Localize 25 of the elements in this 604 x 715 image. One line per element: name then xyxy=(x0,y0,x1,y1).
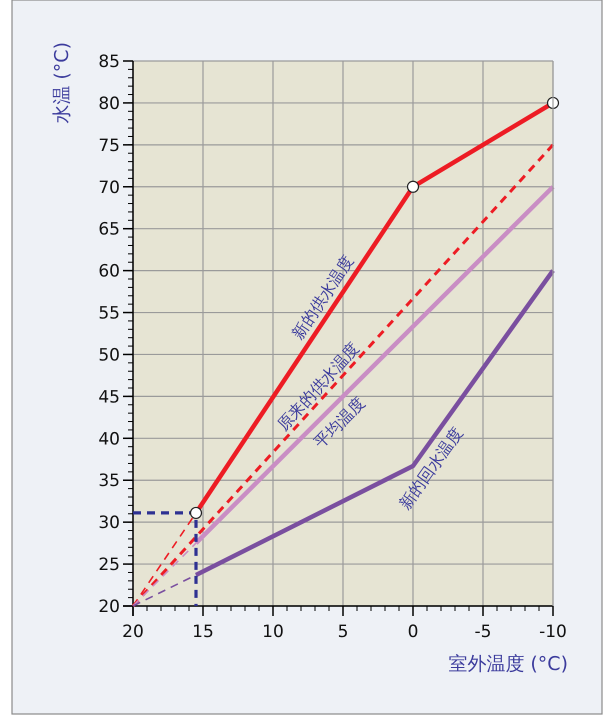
text: 新的回水温度 xyxy=(395,424,467,514)
x-tick-label: 5 xyxy=(338,622,348,642)
x-tick-label: 15 xyxy=(192,622,214,642)
x-tick-label: 20 xyxy=(122,622,144,642)
x-tick-label: 10 xyxy=(262,622,284,642)
y-tick-label: 20 xyxy=(98,597,120,617)
y-tick-label: 60 xyxy=(98,262,120,282)
y-tick-label: 25 xyxy=(98,555,120,576)
y-tick-label: 85 xyxy=(98,52,120,72)
x-tick-label: 0 xyxy=(408,622,418,642)
y-tick-label: 40 xyxy=(98,429,120,450)
y-axis-title: 水温 (°C) xyxy=(51,42,73,124)
y-tick-label: 80 xyxy=(98,94,120,114)
text: 新的供水温度 xyxy=(288,252,358,343)
y-tick-label: 55 xyxy=(98,304,120,324)
y-tick-label: 35 xyxy=(98,471,120,492)
y-tick-label: 65 xyxy=(98,220,120,240)
y-tick-label: 50 xyxy=(98,345,120,366)
x-axis-title: 室外温度 (°C) xyxy=(448,653,568,675)
y-tick-label: 45 xyxy=(98,387,120,408)
x-tick-label: -5 xyxy=(474,622,492,642)
y-tick-label: 75 xyxy=(98,136,120,156)
y-tick-label: 30 xyxy=(98,513,120,534)
x-tick-label: -10 xyxy=(539,622,567,642)
y-tick-label: 70 xyxy=(98,178,120,198)
